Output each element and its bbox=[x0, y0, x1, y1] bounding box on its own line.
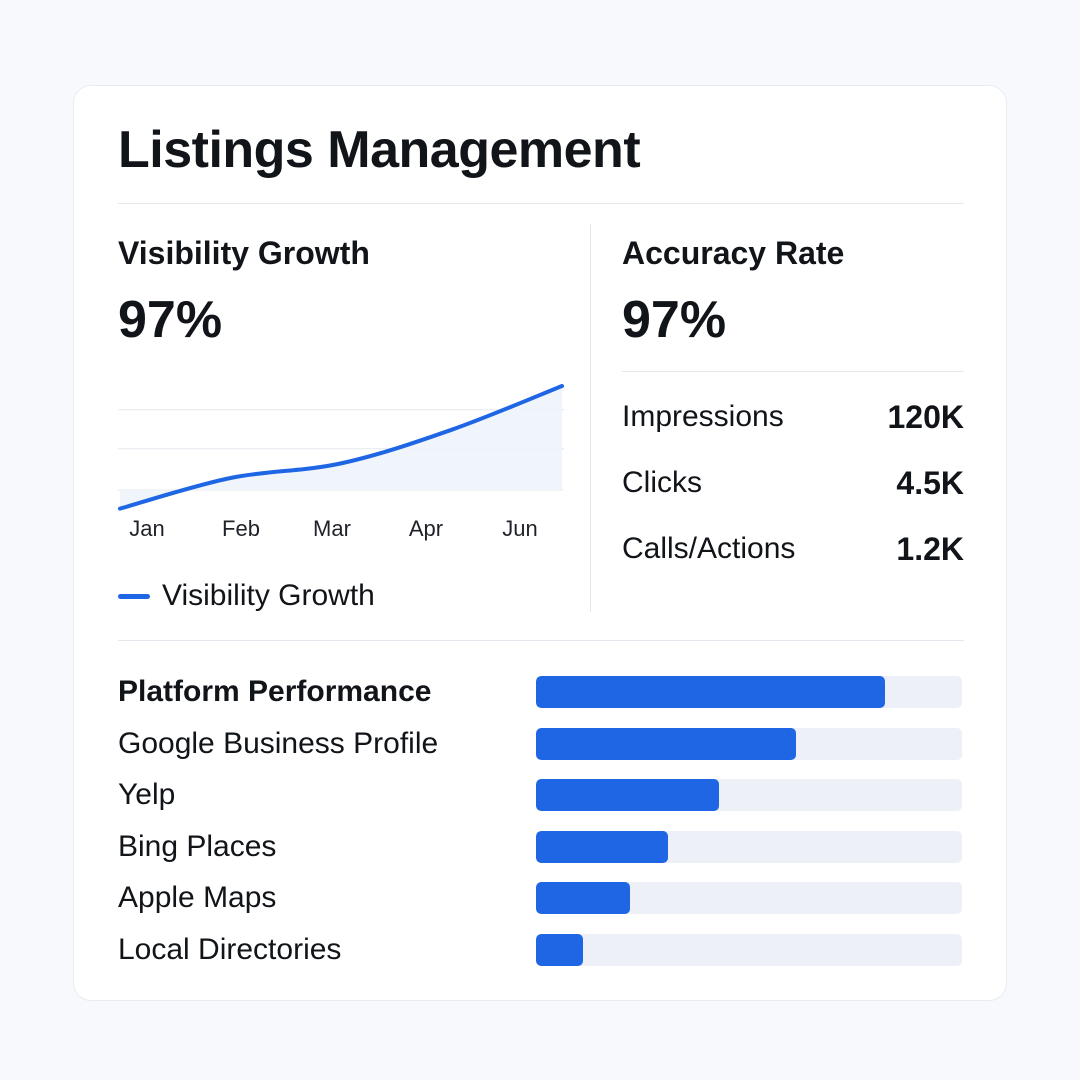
stat-label: Clicks bbox=[622, 466, 702, 499]
chart-legend: Visibility Growth bbox=[118, 576, 375, 616]
bar-track bbox=[536, 830, 962, 863]
visibility-title: Visibility Growth bbox=[118, 235, 370, 271]
x-tick-label: Apr bbox=[408, 516, 444, 541]
panel-divider bbox=[590, 224, 591, 612]
bar-fill bbox=[536, 676, 886, 708]
series-line-visibility-growth bbox=[118, 384, 564, 511]
stat-label: Impressions bbox=[622, 400, 784, 433]
platform-label: Google Business Profile bbox=[118, 726, 439, 760]
platform-label: Apple Maps bbox=[118, 881, 277, 914]
platform-label: Yelp bbox=[118, 778, 176, 811]
stat-row-clicks: Clicks 4.5K bbox=[622, 461, 964, 505]
bar-track bbox=[536, 727, 962, 760]
legend-label: Visibility Growth bbox=[162, 579, 375, 612]
accuracy-title: Accuracy Rate bbox=[622, 235, 845, 271]
legend-swatch bbox=[118, 593, 150, 599]
stat-value: 4.5K bbox=[896, 464, 964, 501]
platform-label: Bing Places bbox=[118, 829, 277, 863]
x-tick-label: Mar bbox=[313, 516, 351, 541]
bar-fill bbox=[536, 727, 796, 760]
listings-card: Listings Management Visibility Growth 97… bbox=[73, 85, 1007, 1001]
bar-track bbox=[536, 933, 962, 966]
stat-value: 120K bbox=[887, 398, 965, 435]
stat-label: Calls/Actions bbox=[622, 532, 796, 565]
bar-track bbox=[536, 779, 962, 811]
page-title: Listings Management bbox=[118, 121, 641, 179]
x-tick-label: Feb bbox=[222, 516, 260, 541]
section-divider bbox=[118, 640, 964, 641]
title-divider bbox=[118, 203, 964, 204]
accuracy-divider bbox=[622, 371, 964, 372]
platform-label: Local Directories bbox=[118, 932, 342, 966]
stat-row-calls-actions: Calls/Actions 1.2K bbox=[622, 527, 964, 571]
stat-value: 1.2K bbox=[896, 530, 964, 567]
x-tick-label: Jan bbox=[129, 516, 165, 541]
bar-track bbox=[536, 676, 962, 708]
bar-fill bbox=[536, 830, 669, 863]
bar-track bbox=[536, 882, 962, 914]
accuracy-value: 97% bbox=[622, 291, 727, 349]
bar-fill bbox=[536, 933, 583, 966]
x-tick-label: Jun bbox=[502, 516, 538, 541]
platform-performance-title: Platform Performance bbox=[118, 675, 432, 708]
bar-fill bbox=[536, 882, 630, 914]
visibility-line-chart bbox=[118, 384, 564, 511]
visibility-value: 97% bbox=[118, 291, 223, 349]
stat-row-impressions: Impressions 120K bbox=[622, 395, 964, 439]
bar-fill bbox=[536, 779, 720, 811]
